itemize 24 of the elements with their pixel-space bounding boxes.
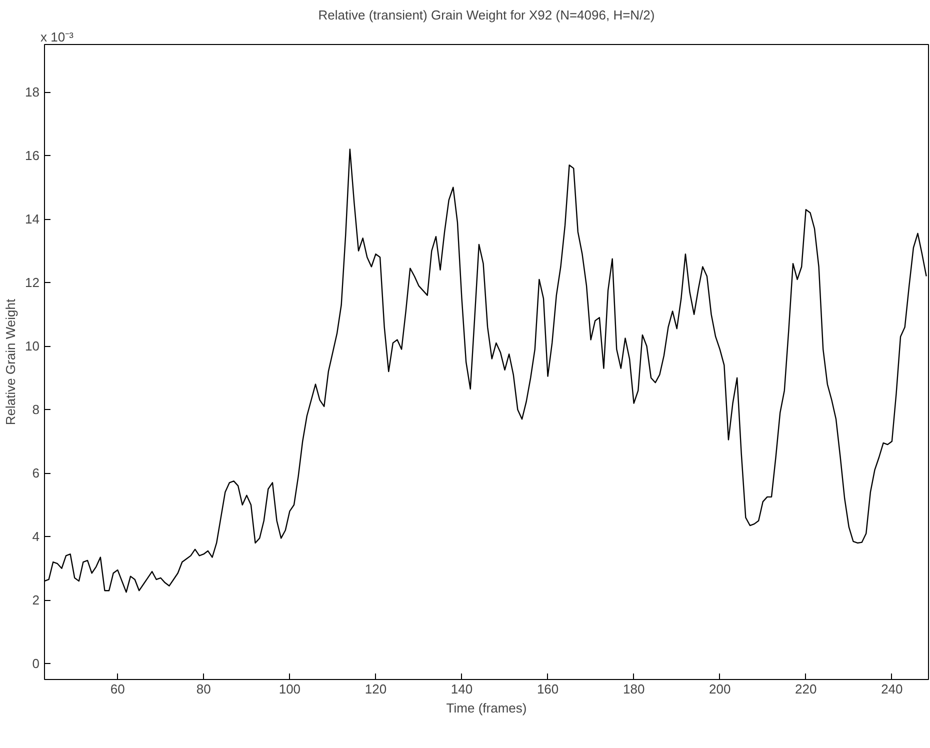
- x-tick-label: 80: [196, 682, 211, 696]
- x-tick-label: 160: [536, 682, 559, 696]
- y-tick-label: 4: [32, 529, 40, 544]
- x-tick-label: 140: [450, 682, 473, 696]
- x-tick-label: 120: [364, 682, 387, 696]
- y-tick-label: 0: [32, 656, 40, 672]
- y-tick-label: 14: [25, 212, 40, 227]
- y-tick-label: 16: [25, 148, 40, 164]
- chart-title: Relative (transient) Grain Weight for X92 (N=4096, H=N/2): [318, 8, 655, 22]
- y-tick-label: 18: [25, 84, 40, 100]
- x-tick-label: 60: [110, 682, 125, 696]
- text: x 10⁻³: [40, 30, 74, 44]
- x-tick-label: 240: [881, 682, 903, 696]
- x-tick-label: 180: [622, 682, 645, 696]
- y-tick-label: 2: [32, 592, 40, 608]
- y-tick-label: 6: [32, 466, 40, 481]
- x-tick-label: 100: [278, 682, 301, 696]
- y-tick-label: 8: [32, 402, 40, 418]
- x-tick-label: 200: [709, 682, 731, 696]
- x-axis-title: Time (frames): [446, 700, 527, 716]
- x-tick-label: 220: [795, 682, 817, 696]
- y-tick-label: 12: [25, 275, 40, 290]
- y-axis-title: Relative Grain Weight: [3, 298, 18, 426]
- y-tick-label: 10: [25, 338, 40, 354]
